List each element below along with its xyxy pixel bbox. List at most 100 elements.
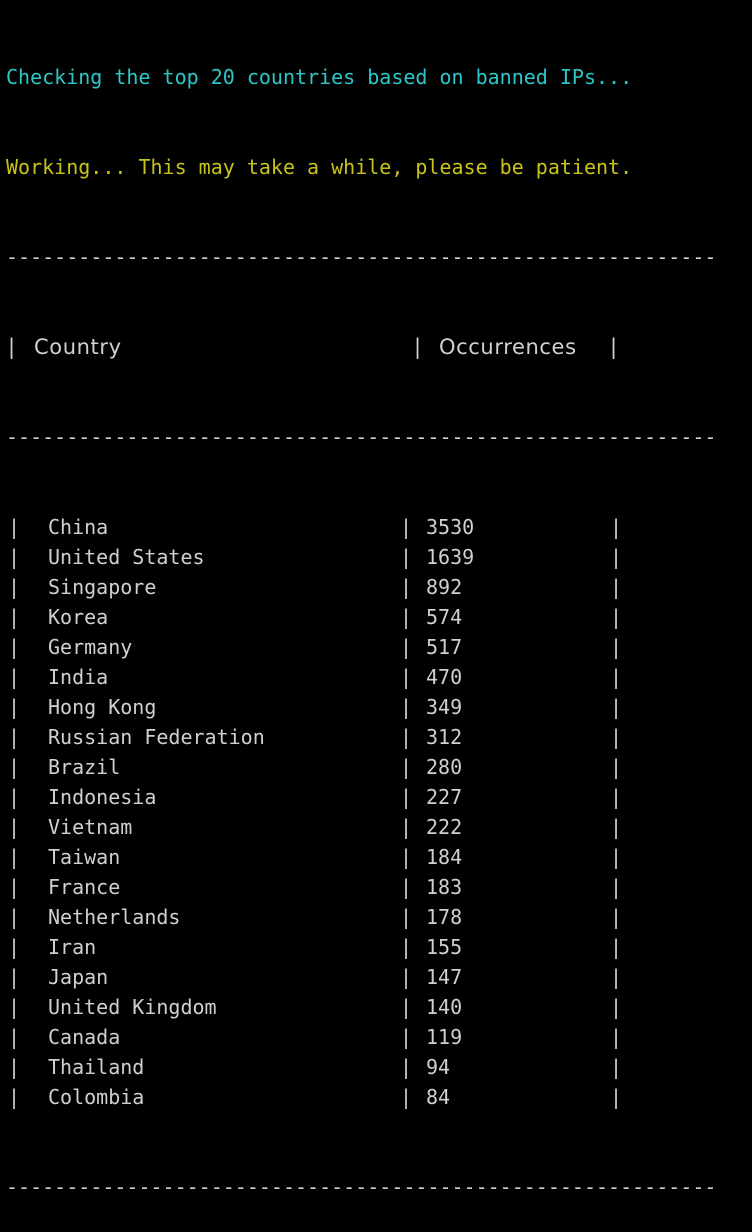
row-right-border: | [610, 905, 623, 929]
table-row: | Netherlands | 178 | [6, 902, 752, 932]
occurrences-cell: 574 [426, 605, 463, 629]
occurrences-cell: 349 [426, 695, 463, 719]
country-cell: Russian Federation [48, 725, 265, 749]
header-right-border: | [610, 335, 618, 359]
country-cell: Indonesia [48, 785, 157, 809]
row-left-border: | [8, 695, 21, 719]
row-right-border: | [610, 785, 623, 809]
row-right-border: | [610, 665, 623, 689]
table-row: | India | 470 | [6, 662, 752, 692]
row-divider: | [400, 875, 413, 899]
country-cell: Korea [48, 605, 109, 629]
occurrences-cell: 147 [426, 965, 463, 989]
row-left-border: | [8, 515, 21, 539]
occurrences-cell: 312 [426, 725, 463, 749]
country-cell: France [48, 875, 121, 899]
row-left-border: | [8, 1025, 21, 1049]
country-cell: Taiwan [48, 845, 121, 869]
row-left-border: | [8, 605, 21, 629]
row-left-border: | [8, 935, 21, 959]
country-cell: Thailand [48, 1055, 145, 1079]
country-cell: Canada [48, 1025, 121, 1049]
row-divider: | [400, 545, 413, 569]
row-divider: | [400, 605, 413, 629]
row-divider: | [400, 1055, 413, 1079]
country-cell: United Kingdom [48, 995, 217, 1019]
table-row: | Brazil | 280 | [6, 752, 752, 782]
row-divider: | [400, 725, 413, 749]
occurrences-cell: 119 [426, 1025, 463, 1049]
table-row: | Germany | 517 | [6, 632, 752, 662]
row-left-border: | [8, 815, 21, 839]
row-divider: | [400, 1085, 413, 1109]
terminal-output: Checking the top 20 countries based on b… [6, 2, 752, 1232]
row-left-border: | [8, 725, 21, 749]
row-divider: | [400, 755, 413, 779]
occurrences-cell: 84 [426, 1085, 451, 1109]
country-cell: Hong Kong [48, 695, 157, 719]
row-right-border: | [610, 725, 623, 749]
row-divider: | [400, 935, 413, 959]
row-divider: | [400, 695, 413, 719]
occurrences-cell: 183 [426, 875, 463, 899]
country-cell: Colombia [48, 1085, 145, 1109]
row-left-border: | [8, 785, 21, 809]
country-cell: Iran [48, 935, 97, 959]
country-cell: Germany [48, 635, 133, 659]
row-divider: | [400, 815, 413, 839]
occurrences-cell: 280 [426, 755, 463, 779]
row-divider: | [400, 905, 413, 929]
row-left-border: | [8, 755, 21, 779]
country-cell: Vietnam [48, 815, 133, 839]
occurrences-cell: 184 [426, 845, 463, 869]
row-left-border: | [8, 845, 21, 869]
row-right-border: | [610, 635, 623, 659]
row-left-border: | [8, 575, 21, 599]
row-right-border: | [610, 545, 623, 569]
row-divider: | [400, 965, 413, 989]
row-divider: | [400, 845, 413, 869]
country-cell: Japan [48, 965, 109, 989]
country-cell: Netherlands [48, 905, 181, 929]
table-row: | Singapore | 892 | [6, 572, 752, 602]
row-divider: | [400, 1025, 413, 1049]
table-top-separator: ----------------------------------------… [6, 245, 717, 269]
row-right-border: | [610, 1085, 623, 1109]
row-left-border: | [8, 1055, 21, 1079]
row-divider: | [400, 785, 413, 809]
table-row: | Taiwan | 184 | [6, 842, 752, 872]
table-row: | Colombia | 84 | [6, 1082, 752, 1112]
table-row: | France | 183 | [6, 872, 752, 902]
row-right-border: | [610, 695, 623, 719]
occurrences-cell: 155 [426, 935, 463, 959]
row-divider: | [400, 635, 413, 659]
row-right-border: | [610, 605, 623, 629]
occurrences-cell: 140 [426, 995, 463, 1019]
header-divider: | [414, 335, 422, 359]
table-row: | China | 3530 | [6, 512, 752, 542]
country-cell: United States [48, 545, 205, 569]
table-row: | United Kingdom | 140 | [6, 992, 752, 1022]
table-row: | Canada | 119 | [6, 1022, 752, 1052]
row-right-border: | [610, 875, 623, 899]
row-right-border: | [610, 965, 623, 989]
table-bottom-separator: ----------------------------------------… [6, 1175, 717, 1199]
country-cell: India [48, 665, 109, 689]
table-row: | Thailand | 94 | [6, 1052, 752, 1082]
occurrences-cell: 94 [426, 1055, 451, 1079]
row-divider: | [400, 575, 413, 599]
header-left-border: | [8, 335, 16, 359]
row-right-border: | [610, 995, 623, 1019]
table-row: | Vietnam | 222 | [6, 812, 752, 842]
occurrences-cell: 3530 [426, 515, 475, 539]
occurrences-cell: 227 [426, 785, 463, 809]
table-row: | Indonesia | 227 | [6, 782, 752, 812]
row-left-border: | [8, 545, 21, 569]
table-row: | Korea | 574 | [6, 602, 752, 632]
row-divider: | [400, 665, 413, 689]
occurrences-cell: 1639 [426, 545, 475, 569]
country-cell: China [48, 515, 109, 539]
table-body: | China | 3530 | | United States | 1639 | | Singapo… [6, 512, 752, 1112]
occurrences-cell: 517 [426, 635, 463, 659]
row-right-border: | [610, 575, 623, 599]
